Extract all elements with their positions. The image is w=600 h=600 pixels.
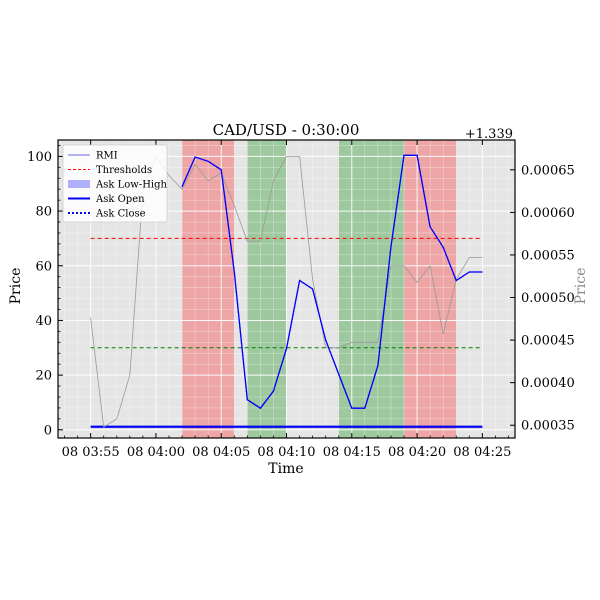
y-tick-label-left: 60: [35, 259, 52, 274]
shaded-region-buy-1: [247, 140, 287, 438]
axis-ticks: 08 03:55 08 04:00 08 04:05 08 04:10 08 04:15…: [27, 140, 575, 460]
x-tick-label: 08 04:20: [388, 445, 446, 460]
x-tick-label: 08 04:05: [192, 445, 250, 460]
y-axis-label-left: Price: [8, 268, 24, 305]
y-tick-label-right: 0.00055: [521, 248, 575, 263]
y-tick-label-left: 0: [44, 423, 52, 438]
x-tick-label: 08 04:25: [453, 445, 511, 460]
legend: RMI Thresholds Ask Low-High Ask Open Ask Clo…: [62, 144, 168, 223]
threshold-lines: [90, 237, 483, 349]
y-tick-label-right: 0.00040: [521, 376, 575, 391]
y-tick-label-left: 20: [35, 369, 52, 384]
y-tick-label-right: 0.00045: [521, 334, 575, 349]
legend-handle-band: [68, 180, 90, 188]
y-tick-label-right: 0.00050: [521, 291, 575, 306]
chart-title: CAD/USD - 0:30:00: [213, 121, 360, 139]
y-tick-label-right: 0.00060: [521, 206, 575, 221]
shaded-region-buy-2: [338, 140, 405, 438]
y-tick-label-left: 40: [35, 314, 52, 329]
series-lines: [90, 154, 483, 429]
legend-label: RMI: [96, 151, 118, 162]
y-axis-label-right: Price: [573, 268, 589, 305]
legend-label: Ask Open: [95, 194, 145, 205]
y-tick-label-right: 0.00065: [521, 163, 575, 178]
y-tick-label-left: 80: [35, 205, 52, 220]
legend-label: Ask Close: [95, 209, 146, 220]
y-tick-label-right: 0.00035: [521, 419, 575, 434]
x-tick-label: 08 04:15: [323, 445, 381, 460]
series-ask-close: [181, 154, 483, 410]
x-tick-label: 08 04:00: [127, 445, 185, 460]
y-tick-label-left: 100: [27, 150, 52, 165]
right-axis-offset: +1.339: [465, 127, 513, 142]
legend-box: [62, 144, 168, 223]
x-axis-label: Time: [268, 461, 303, 477]
x-tick-label: 08 03:55: [62, 445, 120, 460]
legend-label: Thresholds: [96, 165, 152, 176]
x-tick-label: 08 04:10: [257, 445, 315, 460]
legend-label: Ask Low-High: [95, 180, 168, 191]
